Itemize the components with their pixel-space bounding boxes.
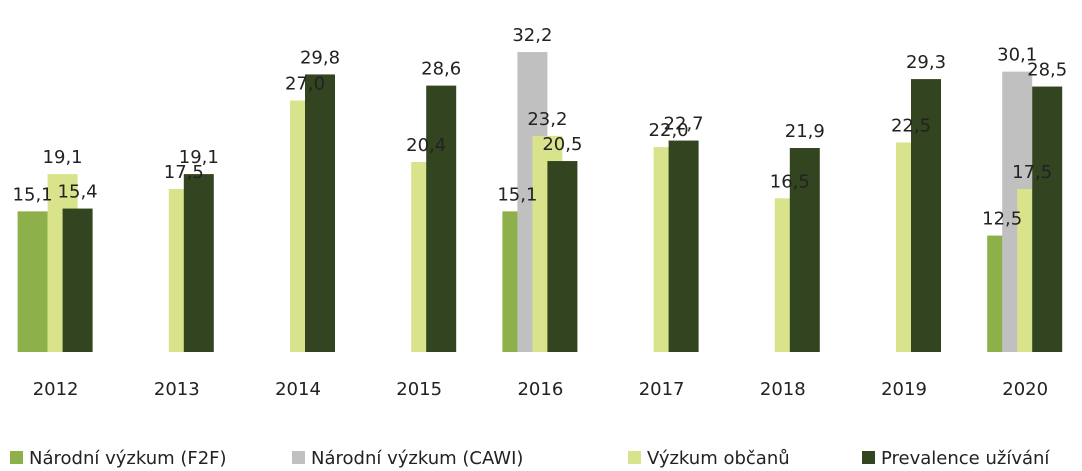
x-tick-label: 2018 xyxy=(760,379,806,400)
data-label: 21,9 xyxy=(785,121,825,142)
data-label: 16,5 xyxy=(770,171,810,192)
data-label: 27,0 xyxy=(285,74,325,95)
legend-label: Výzkum občanů xyxy=(647,448,790,469)
x-tick-label: 2017 xyxy=(639,379,685,400)
x-tick-label: 2013 xyxy=(154,379,200,400)
data-label: 17,5 xyxy=(164,162,204,183)
x-tick-label: 2015 xyxy=(396,379,442,400)
data-label: 15,1 xyxy=(497,184,537,205)
bar xyxy=(789,148,820,352)
data-label: 20,4 xyxy=(406,135,446,156)
bar xyxy=(668,140,699,352)
x-tick-label: 2016 xyxy=(517,379,563,400)
legend-label: Národní výzkum (F2F) xyxy=(29,448,227,469)
x-tick-label: 2012 xyxy=(33,379,79,400)
data-label: 29,8 xyxy=(300,47,340,68)
data-label: 22,0 xyxy=(649,120,689,141)
x-tick-label: 2019 xyxy=(881,379,927,400)
bar xyxy=(62,208,93,352)
legend-swatch xyxy=(10,451,23,464)
data-label: 23,2 xyxy=(527,109,567,130)
data-label: 12,5 xyxy=(982,209,1022,230)
x-tick-label: 2020 xyxy=(1002,379,1048,400)
bar xyxy=(426,85,457,353)
legend-label: Prevalence užívání xyxy=(881,448,1050,469)
legend-swatch xyxy=(862,451,875,464)
data-label: 30,1 xyxy=(997,45,1037,66)
data-label: 15,4 xyxy=(58,182,98,203)
data-label: 17,5 xyxy=(1012,162,1052,183)
x-tick-label: 2014 xyxy=(275,379,321,400)
data-label: 28,5 xyxy=(1027,60,1067,81)
data-label: 22,7 xyxy=(664,114,704,135)
legend-swatch xyxy=(292,451,305,464)
bar xyxy=(305,74,335,352)
data-label: 19,1 xyxy=(43,147,83,168)
legend-swatch xyxy=(628,451,641,464)
data-label: 28,6 xyxy=(421,59,461,80)
data-label: 29,3 xyxy=(906,52,946,73)
bar xyxy=(547,161,578,352)
data-label: 15,1 xyxy=(13,184,53,205)
data-label: 20,5 xyxy=(542,134,582,155)
bar xyxy=(17,211,48,352)
data-label: 19,1 xyxy=(179,147,219,168)
legend-label: Národní výzkum (CAWI) xyxy=(311,448,523,469)
data-label: 22,5 xyxy=(891,115,931,136)
bar xyxy=(1032,86,1063,353)
bar xyxy=(183,174,214,352)
data-label: 32,2 xyxy=(512,25,552,46)
bar xyxy=(911,79,941,352)
